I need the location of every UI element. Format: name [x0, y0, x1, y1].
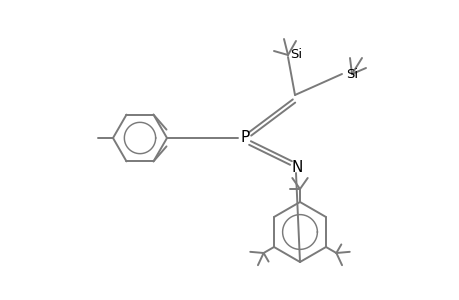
Text: N: N — [291, 160, 302, 175]
Text: P: P — [240, 130, 249, 146]
Text: Si: Si — [345, 68, 357, 80]
Text: Si: Si — [289, 49, 302, 62]
